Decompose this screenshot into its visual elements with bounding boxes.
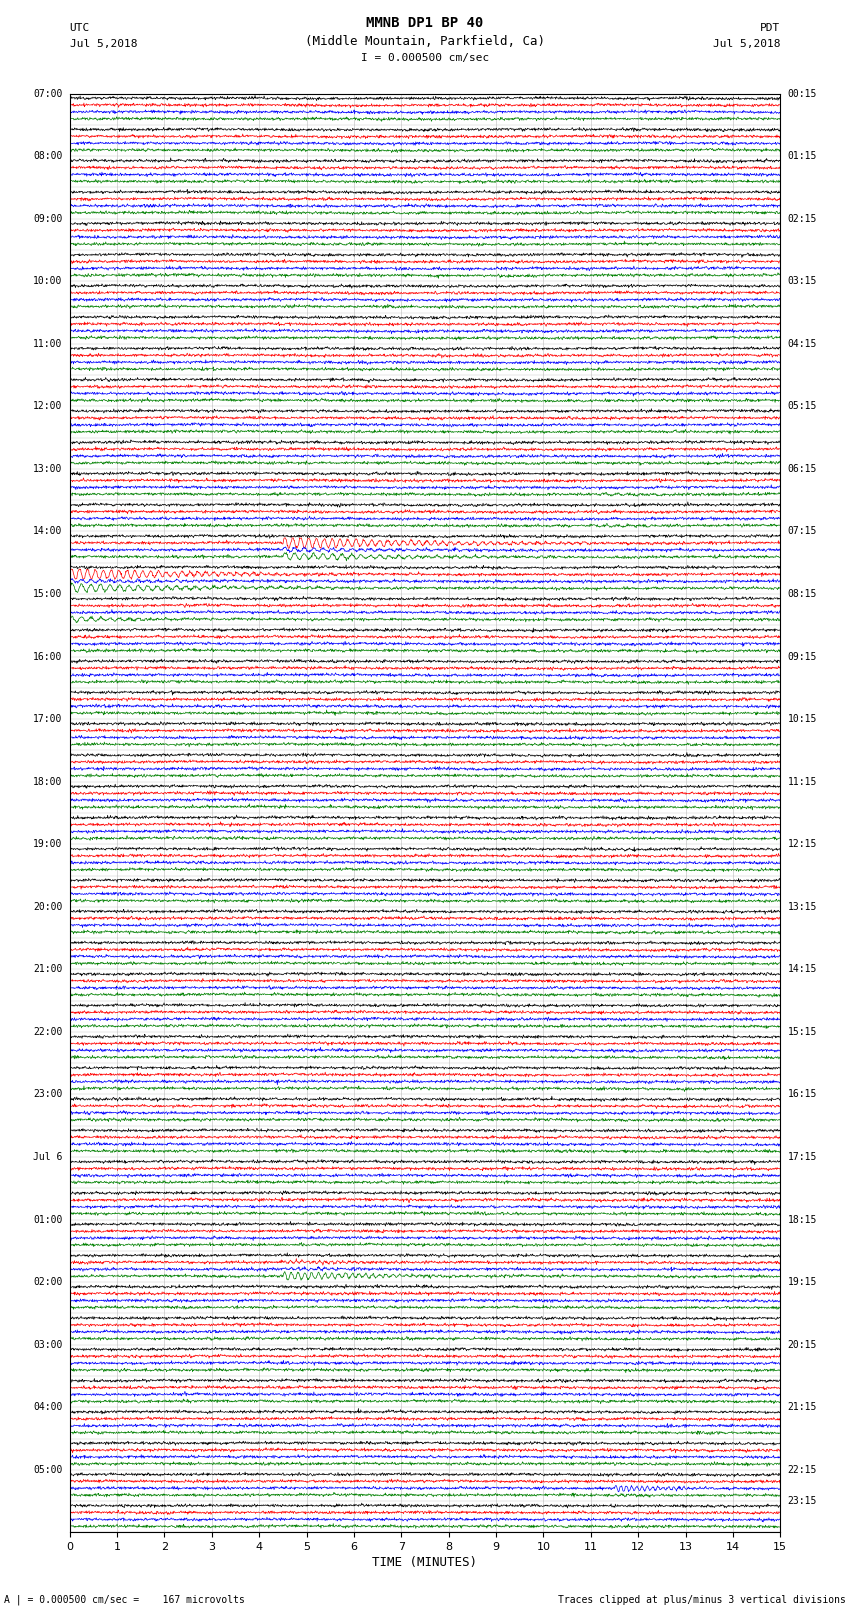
Text: 07:15: 07:15	[787, 526, 817, 537]
Text: 14:00: 14:00	[33, 526, 63, 537]
Text: MMNB DP1 BP 40: MMNB DP1 BP 40	[366, 16, 484, 31]
Text: 19:15: 19:15	[787, 1277, 817, 1287]
Text: 11:15: 11:15	[787, 777, 817, 787]
Text: 15:15: 15:15	[787, 1027, 817, 1037]
Text: 05:15: 05:15	[787, 402, 817, 411]
Text: 22:00: 22:00	[33, 1027, 63, 1037]
Text: 20:15: 20:15	[787, 1340, 817, 1350]
Text: 18:00: 18:00	[33, 777, 63, 787]
Text: Jul 5,2018: Jul 5,2018	[70, 39, 137, 48]
Text: 03:15: 03:15	[787, 276, 817, 286]
Text: 04:00: 04:00	[33, 1402, 63, 1413]
Text: 22:15: 22:15	[787, 1465, 817, 1474]
Text: 16:15: 16:15	[787, 1089, 817, 1100]
Text: 18:15: 18:15	[787, 1215, 817, 1224]
Text: 04:15: 04:15	[787, 339, 817, 348]
Text: 12:00: 12:00	[33, 402, 63, 411]
Text: 15:00: 15:00	[33, 589, 63, 598]
Text: 00:15: 00:15	[787, 89, 817, 98]
Text: I = 0.000500 cm/sec: I = 0.000500 cm/sec	[361, 53, 489, 63]
Text: 09:15: 09:15	[787, 652, 817, 661]
Text: 08:15: 08:15	[787, 589, 817, 598]
Text: 13:15: 13:15	[787, 902, 817, 911]
Text: Traces clipped at plus/minus 3 vertical divisions: Traces clipped at plus/minus 3 vertical …	[558, 1595, 846, 1605]
Text: 16:00: 16:00	[33, 652, 63, 661]
Text: 17:00: 17:00	[33, 715, 63, 724]
Text: 06:15: 06:15	[787, 465, 817, 474]
Text: 10:15: 10:15	[787, 715, 817, 724]
Text: 02:15: 02:15	[787, 213, 817, 224]
Text: 01:00: 01:00	[33, 1215, 63, 1224]
Text: 05:00: 05:00	[33, 1465, 63, 1474]
Text: UTC: UTC	[70, 23, 90, 32]
Text: (Middle Mountain, Parkfield, Ca): (Middle Mountain, Parkfield, Ca)	[305, 35, 545, 48]
Text: 23:15: 23:15	[787, 1497, 817, 1507]
Text: 17:15: 17:15	[787, 1152, 817, 1161]
Text: 13:00: 13:00	[33, 465, 63, 474]
Text: 14:15: 14:15	[787, 965, 817, 974]
Text: 03:00: 03:00	[33, 1340, 63, 1350]
Text: Jul 6: Jul 6	[33, 1152, 63, 1161]
Text: 08:00: 08:00	[33, 152, 63, 161]
Text: 23:00: 23:00	[33, 1089, 63, 1100]
Text: 21:15: 21:15	[787, 1402, 817, 1413]
Text: PDT: PDT	[760, 23, 780, 32]
Text: 01:15: 01:15	[787, 152, 817, 161]
Text: Jul 5,2018: Jul 5,2018	[713, 39, 780, 48]
Text: A | = 0.000500 cm/sec =    167 microvolts: A | = 0.000500 cm/sec = 167 microvolts	[4, 1594, 245, 1605]
Text: 09:00: 09:00	[33, 213, 63, 224]
Text: 20:00: 20:00	[33, 902, 63, 911]
Text: 12:15: 12:15	[787, 839, 817, 848]
Text: 11:00: 11:00	[33, 339, 63, 348]
Text: 10:00: 10:00	[33, 276, 63, 286]
Text: 19:00: 19:00	[33, 839, 63, 848]
Text: 02:00: 02:00	[33, 1277, 63, 1287]
Text: 07:00: 07:00	[33, 89, 63, 98]
Text: 21:00: 21:00	[33, 965, 63, 974]
X-axis label: TIME (MINUTES): TIME (MINUTES)	[372, 1557, 478, 1569]
